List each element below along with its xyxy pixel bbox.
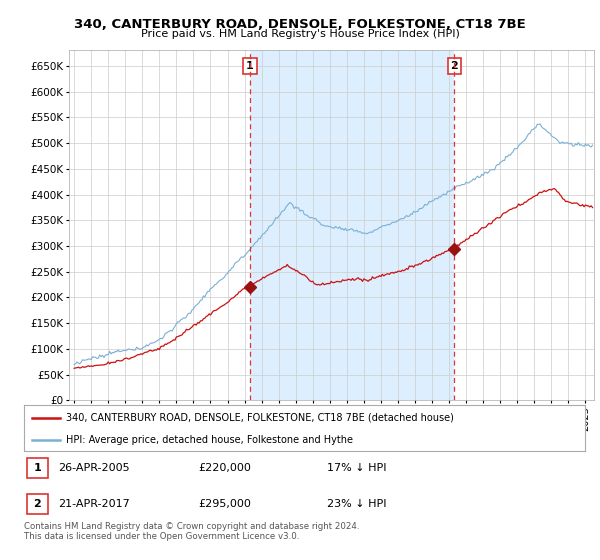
Text: Contains HM Land Registry data © Crown copyright and database right 2024.
This d: Contains HM Land Registry data © Crown c… <box>24 522 359 542</box>
Text: HPI: Average price, detached house, Folkestone and Hythe: HPI: Average price, detached house, Folk… <box>66 435 353 445</box>
Text: 17% ↓ HPI: 17% ↓ HPI <box>327 463 386 473</box>
Text: 1: 1 <box>246 61 254 71</box>
Text: 23% ↓ HPI: 23% ↓ HPI <box>327 499 386 509</box>
Text: 2: 2 <box>451 61 458 71</box>
Text: £295,000: £295,000 <box>198 499 251 509</box>
Text: Price paid vs. HM Land Registry's House Price Index (HPI): Price paid vs. HM Land Registry's House … <box>140 29 460 39</box>
Text: 340, CANTERBURY ROAD, DENSOLE, FOLKESTONE, CT18 7BE: 340, CANTERBURY ROAD, DENSOLE, FOLKESTON… <box>74 18 526 31</box>
FancyBboxPatch shape <box>27 458 48 478</box>
Text: 2: 2 <box>34 499 41 509</box>
Text: 21-APR-2017: 21-APR-2017 <box>58 499 130 509</box>
FancyBboxPatch shape <box>27 494 48 514</box>
Bar <box>250 50 454 400</box>
Text: 340, CANTERBURY ROAD, DENSOLE, FOLKESTONE, CT18 7BE (detached house): 340, CANTERBURY ROAD, DENSOLE, FOLKESTON… <box>66 413 454 423</box>
Text: 1: 1 <box>34 463 41 473</box>
Text: 26-APR-2005: 26-APR-2005 <box>58 463 129 473</box>
Text: £220,000: £220,000 <box>198 463 251 473</box>
